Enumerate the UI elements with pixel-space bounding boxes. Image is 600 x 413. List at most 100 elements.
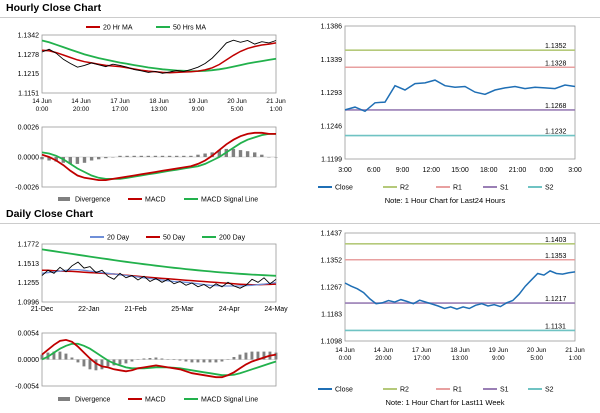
hourly_pivot-y-tick: 1.1339 (321, 57, 343, 64)
daily-legend-20day-label: 20 Day (107, 235, 130, 242)
hourly_macd-divergence-bar (40, 157, 44, 160)
hourly_price-y-tick: 1.1342 (18, 33, 40, 40)
daily_macd-divergence-bar (208, 359, 212, 363)
daily_price-ma200-line (41, 248, 277, 277)
hourly_macd-divergence-bar (260, 154, 264, 157)
hourly_price-x-tick: 9:00 (192, 106, 205, 113)
daily_macd-divergence-bar (262, 351, 266, 360)
hourly_macd-divergence-bar (139, 155, 143, 157)
hourly_price-y-tick: 1.1151 (18, 91, 39, 98)
daily_pivot-r2-level-label: 1.1403 (545, 237, 567, 244)
daily_pivot-x-tick: 14 Jun (374, 347, 394, 354)
daily_price-x-tick: 22-Jan (78, 306, 100, 313)
daily_macd-divergence-bar (148, 358, 152, 360)
daily_macd-divergence-bar (172, 359, 176, 360)
daily_macd-divergence-bar (232, 357, 236, 360)
hourly_macd-divergence-bar (97, 157, 101, 160)
daily_pivot-x-tick: 19 Jun (489, 347, 509, 354)
hourly_macd-divergence-bar (203, 153, 207, 157)
hourly_price-close-line (41, 39, 277, 74)
daily_macd-divergence-bar (130, 359, 134, 362)
hourly_macd-divergence-bar (153, 155, 158, 157)
hourly_macd-divergence-bar (75, 157, 80, 164)
hourly_pivot-y-tick: 1.1199 (321, 157, 342, 164)
daily_pivot-s1-level-label: 1.1217 (545, 296, 567, 303)
hourly_price-frame (41, 34, 277, 94)
hourly_pivot-s1-level-label: 1.1268 (545, 103, 567, 110)
hourly-section-title: Hourly Close Chart (6, 2, 102, 14)
daily_price-close-line (41, 261, 277, 289)
daily_macd-divergence-bar (256, 351, 260, 360)
hourly_price-y-tick: 1.1215 (18, 71, 40, 78)
daily_macd-divergence-bar (58, 351, 62, 360)
daily_price-y-tick: 1.1513 (18, 261, 40, 268)
hourly_price-x-tick: 0:00 (36, 106, 49, 113)
hourly_macd-y-tick: -0.0026 (15, 185, 39, 192)
hourly_macd-legend-macd-label: MACD (145, 197, 166, 204)
daily_price-x-tick: 24-Apr (219, 306, 241, 313)
hourly_macd-divergence-bar (245, 151, 250, 157)
daily_macd-divergence-bar (82, 359, 86, 367)
daily_macd-divergence-bar (94, 359, 98, 371)
hourly_macd-divergence-bar (125, 155, 129, 157)
hourly_price-x-tick: 20:00 (73, 106, 90, 113)
hourly_pivot-legend-r1-label: R1 (453, 185, 462, 192)
daily_macd-divergence-bar (202, 359, 206, 363)
daily_macd-divergence-bar (76, 359, 80, 363)
daily_pivot-x-tick: 18 Jun (450, 347, 470, 354)
daily_pivot-x-tick: 9:00 (492, 355, 505, 362)
hourly_price-x-tick: 19 Jun (188, 98, 208, 105)
daily_pivot-y-tick: 1.1183 (321, 312, 342, 319)
daily-header-divider (0, 223, 600, 224)
daily_macd-divergence-bar (190, 359, 194, 363)
hourly_price-ma50-line (41, 39, 277, 72)
hourly_price-x-tick: 20 Jun (227, 98, 247, 105)
daily_pivot-x-tick: 14 Jun (335, 347, 355, 354)
hourly_pivot-legend-r2-label: R2 (400, 185, 409, 192)
hourly_pivot-x-tick: 21:00 (509, 167, 527, 174)
hourly_macd-divergence-bar (89, 157, 94, 161)
daily_price-y-tick: 1.0996 (18, 300, 40, 307)
hourly_pivot-frame (344, 25, 576, 160)
daily_pivot-legend-close-label: Close (335, 387, 353, 394)
daily_macd-divergence-bar (64, 353, 68, 360)
daily_macd-divergence-bar (154, 357, 158, 360)
daily_macd-divergence-bar (70, 357, 74, 360)
daily_pivot-x-tick: 20 Jun (527, 347, 547, 354)
daily_pivot-x-tick: 5:00 (530, 355, 543, 362)
hourly_macd-divergence-bar (82, 157, 87, 163)
hourly_macd-divergence-bar (132, 155, 136, 157)
daily_macd-legend-macd-label: MACD (145, 397, 166, 404)
daily_price-ma50-line (42, 269, 277, 286)
hourly_macd-divergence-bar (160, 155, 165, 157)
hourly_macd-signal-line (41, 132, 276, 180)
daily_pivot-x-tick: 13:00 (452, 355, 469, 362)
daily_macd-y-tick: 0.0000 (18, 357, 40, 364)
daily_price-x-tick: 24-May (264, 306, 288, 313)
daily_macd-divergence-bar (178, 359, 182, 361)
daily_pivot-close-line (344, 270, 576, 310)
daily_macd-divergence-bar (118, 359, 122, 365)
hourly_macd-divergence-bar (231, 148, 236, 157)
daily_pivot-legend-r2-label: R2 (400, 387, 409, 394)
daily_pivot-y-tick: 1.1437 (321, 231, 343, 238)
daily_pivot-x-tick: 17:00 (414, 355, 431, 362)
daily-pivot-note: Note: 1 Hour Chart for Last11 Week (385, 398, 505, 407)
hourly_macd-legend-signal-label: MACD Signal Line (201, 197, 258, 204)
daily_pivot-x-tick: 17 Jun (412, 347, 432, 354)
daily_macd-divergence-bar (40, 354, 44, 360)
daily_macd-divergence-bar (250, 351, 254, 360)
daily_macd-legend-divergence-label: Divergence (75, 397, 111, 404)
daily_macd-divergence-bar (88, 359, 92, 370)
daily_macd-legend-divergence-swatch (58, 397, 70, 401)
hourly_pivot-x-tick: 3:00 (338, 167, 352, 174)
daily_macd-divergence-bar (160, 358, 164, 360)
daily-section-title: Daily Close Chart (6, 208, 93, 220)
daily_macd-divergence-bar (196, 359, 200, 363)
daily_macd-divergence-bar (244, 352, 248, 360)
daily_macd-divergence-bar (100, 359, 104, 370)
hourly_pivot-x-tick: 3:00 (568, 167, 582, 174)
daily_macd-divergence-bar (220, 359, 224, 362)
hourly_macd-divergence-bar (217, 150, 221, 157)
